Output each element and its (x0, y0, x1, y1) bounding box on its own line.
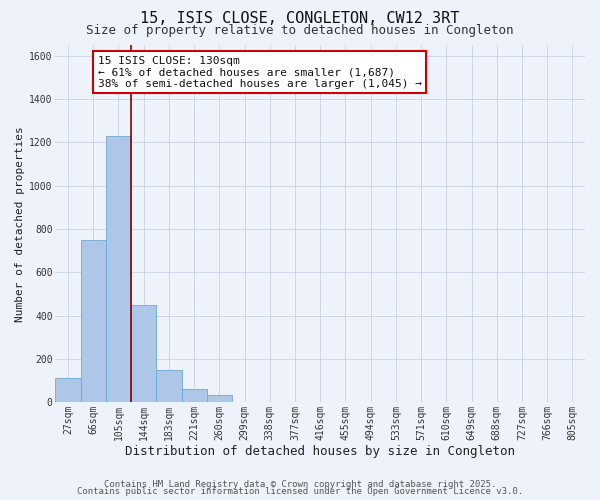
Text: 15 ISIS CLOSE: 130sqm
← 61% of detached houses are smaller (1,687)
38% of semi-d: 15 ISIS CLOSE: 130sqm ← 61% of detached … (98, 56, 422, 89)
Bar (80, 240, 106, 402)
Y-axis label: Number of detached properties: Number of detached properties (15, 126, 25, 322)
Bar (55, 378, 80, 402)
Text: Contains HM Land Registry data © Crown copyright and database right 2025.: Contains HM Land Registry data © Crown c… (104, 480, 496, 489)
Text: 15, ISIS CLOSE, CONGLETON, CW12 3RT: 15, ISIS CLOSE, CONGLETON, CW12 3RT (140, 11, 460, 26)
Bar (157, 370, 182, 402)
Bar (182, 390, 207, 402)
X-axis label: Distribution of detached houses by size in Congleton: Distribution of detached houses by size … (125, 444, 515, 458)
Bar (106, 136, 131, 402)
Bar (207, 396, 232, 402)
Bar (131, 305, 157, 402)
Text: Size of property relative to detached houses in Congleton: Size of property relative to detached ho… (86, 24, 514, 37)
Text: Contains public sector information licensed under the Open Government Licence v3: Contains public sector information licen… (77, 488, 523, 496)
